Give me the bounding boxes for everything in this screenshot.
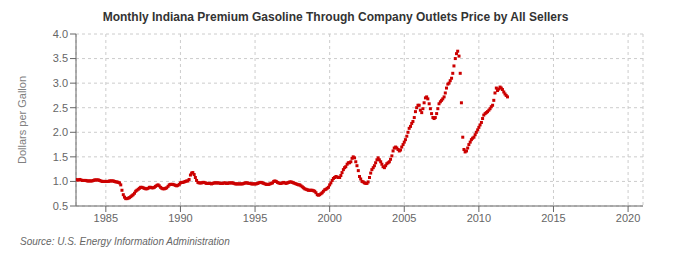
svg-text:1.5: 1.5 [53,151,68,163]
html-text:Source: U.S. Energy Informatio: Source: U.S. Energy Information Administ… [20,236,230,247]
svg-text:3.0: 3.0 [53,77,68,89]
svg-text:Dollars per Gallon: Dollars per Gallon [16,76,28,164]
svg-text:0.5: 0.5 [53,200,68,212]
svg-text:2010: 2010 [467,212,491,224]
svg-text:2020: 2020 [616,212,640,224]
html-text:Monthly Indiana Premium Gasoli: Monthly Indiana Premium Gasoline Through… [102,10,569,24]
svg-text:1.0: 1.0 [53,175,68,187]
svg-text:3.5: 3.5 [53,52,68,64]
svg-text:1995: 1995 [243,212,267,224]
svg-text:2000: 2000 [317,212,341,224]
svg-text:1990: 1990 [168,212,192,224]
svg-text:1985: 1985 [94,212,118,224]
svg-text:2015: 2015 [541,212,565,224]
svg-text:2.0: 2.0 [53,126,68,138]
svg-text:2005: 2005 [392,212,416,224]
svg-text:4.0: 4.0 [53,28,68,40]
svg-text:2.5: 2.5 [53,102,68,114]
